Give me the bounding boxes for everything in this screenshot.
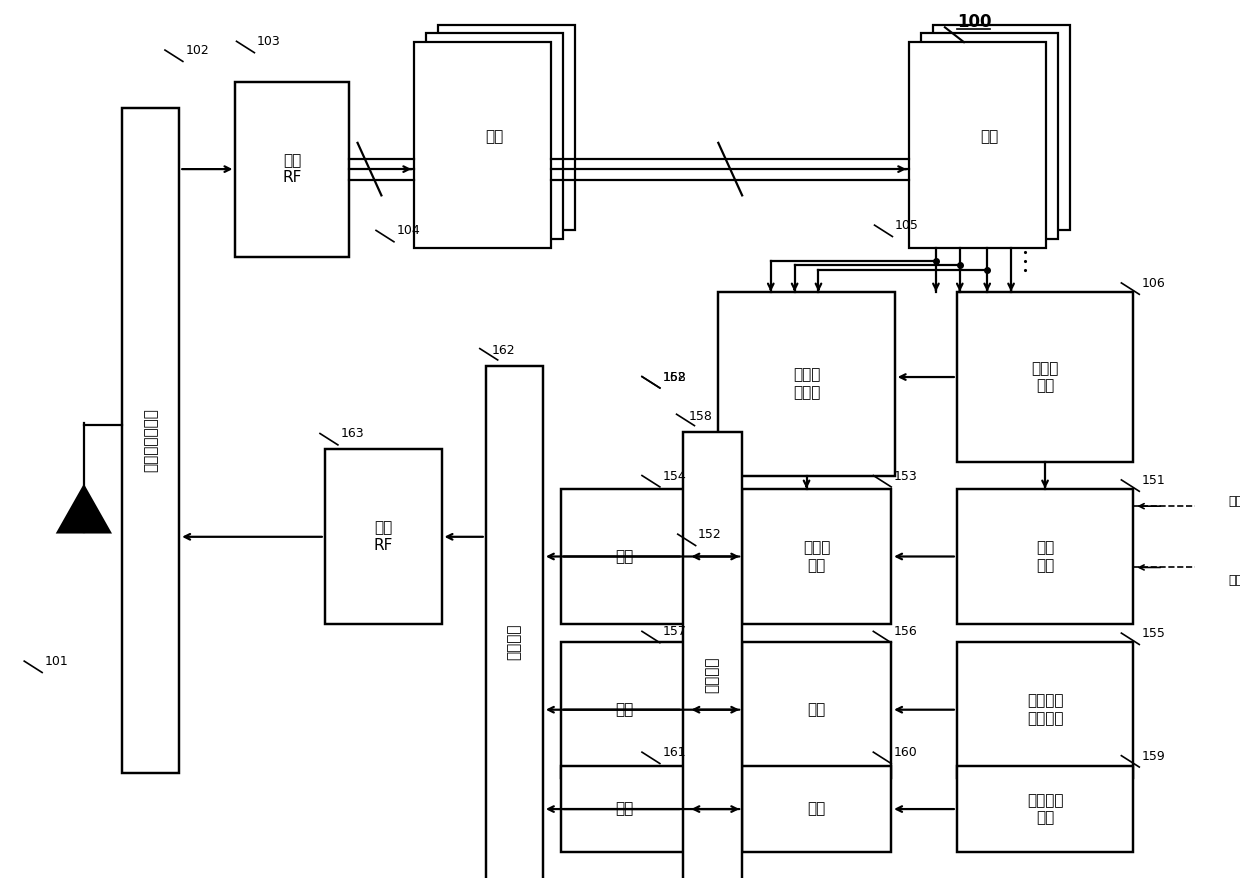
Text: 码分复用: 码分复用 [704, 656, 720, 693]
Text: 105: 105 [895, 219, 919, 233]
Text: 101: 101 [45, 655, 68, 668]
Bar [957, 292, 1133, 463]
Text: 发送接收共用器: 发送接收共用器 [143, 409, 159, 472]
Text: 157: 157 [662, 626, 686, 639]
Text: 扩频: 扩频 [615, 802, 634, 817]
Bar [718, 292, 895, 476]
Text: 接收
RF: 接收 RF [283, 153, 301, 185]
Text: 162: 162 [492, 344, 516, 358]
Text: 106: 106 [1142, 277, 1166, 290]
Text: 发送: 发送 [1229, 495, 1240, 508]
Text: 162: 162 [662, 371, 686, 383]
Text: 解调: 解调 [981, 129, 998, 144]
Text: 调制方
式决定: 调制方 式决定 [792, 367, 820, 400]
Text: 控制信号
生成: 控制信号 生成 [1027, 793, 1064, 825]
Text: 自适应
调制: 自适应 调制 [804, 540, 831, 573]
Text: 158: 158 [662, 371, 686, 383]
Text: 103: 103 [257, 35, 280, 48]
Text: 156: 156 [894, 626, 918, 639]
Text: 158: 158 [688, 410, 712, 423]
Text: 数据
选择: 数据 选择 [1035, 540, 1054, 573]
Text: 发送
RF: 发送 RF [373, 521, 393, 553]
Bar [560, 489, 688, 625]
Bar [438, 25, 575, 231]
Text: 100: 100 [957, 13, 991, 31]
Bar [743, 766, 892, 852]
Bar [560, 766, 688, 852]
Bar [325, 449, 441, 625]
Bar [921, 33, 1058, 239]
Polygon shape [57, 486, 110, 532]
Text: 102: 102 [185, 44, 210, 57]
Text: 155: 155 [1142, 627, 1166, 640]
Bar [682, 432, 743, 881]
Text: 159: 159 [1142, 750, 1166, 763]
Text: 160: 160 [894, 746, 918, 759]
Text: 个别导频
信号生成: 个别导频 信号生成 [1027, 693, 1064, 726]
Text: 163: 163 [340, 427, 363, 440]
Bar [427, 33, 563, 239]
Bar [957, 489, 1133, 625]
Text: 151: 151 [1142, 474, 1166, 487]
Bar [909, 42, 1047, 248]
Text: 解扩: 解扩 [486, 129, 503, 144]
Bar [486, 366, 543, 881]
Bar [122, 107, 180, 774]
Text: 152: 152 [698, 529, 722, 541]
Text: 154: 154 [662, 470, 686, 483]
Text: 接收端
决定: 接收端 决定 [1032, 361, 1059, 393]
Bar [560, 642, 688, 778]
Bar [236, 82, 348, 256]
Text: 调制: 调制 [807, 702, 826, 717]
Text: 数据: 数据 [1229, 574, 1240, 587]
Bar [957, 642, 1133, 778]
Text: 扩频: 扩频 [615, 549, 634, 564]
Text: 161: 161 [662, 746, 686, 759]
Bar [743, 642, 892, 778]
Bar [957, 766, 1133, 852]
Text: 扩频: 扩频 [615, 702, 634, 717]
Bar [414, 42, 552, 248]
Text: 104: 104 [397, 225, 420, 237]
Text: 调制: 调制 [807, 802, 826, 817]
Bar [932, 25, 1070, 231]
Text: 153: 153 [894, 470, 918, 483]
Text: 时分复用: 时分复用 [507, 624, 522, 660]
Bar [743, 489, 892, 625]
